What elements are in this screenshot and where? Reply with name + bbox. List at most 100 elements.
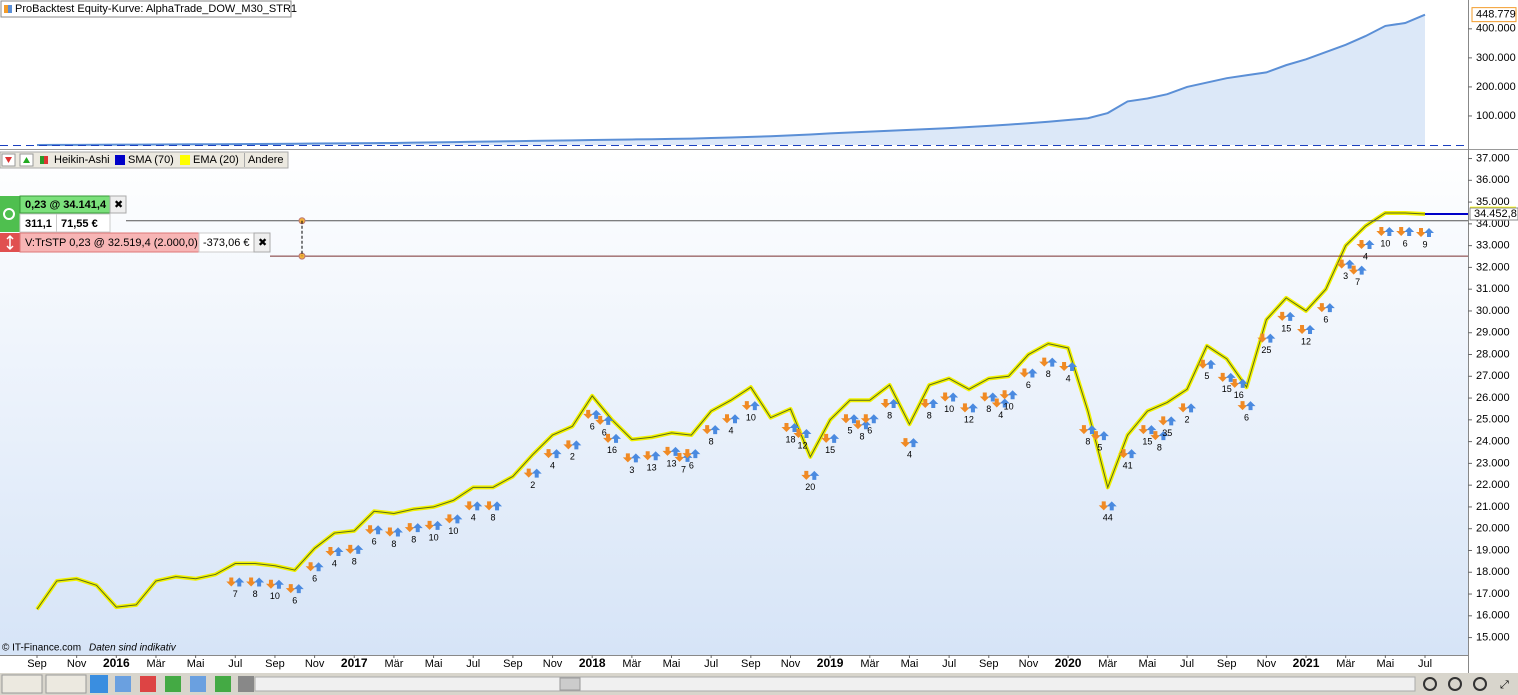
icon bbox=[23, 157, 30, 163]
y-tick-label: 100.000 bbox=[1476, 110, 1516, 122]
zoom-out-button[interactable] bbox=[1448, 677, 1462, 691]
expand-icon[interactable]: ⤢ bbox=[1500, 679, 1509, 691]
entry-arrow bbox=[571, 440, 582, 450]
trade-label: 6 bbox=[1026, 380, 1031, 390]
tool-button[interactable] bbox=[238, 676, 254, 692]
entry-arrow bbox=[730, 414, 740, 424]
tool-button[interactable] bbox=[140, 676, 156, 692]
exit-arrow bbox=[384, 527, 395, 537]
exit-arrow bbox=[622, 453, 633, 463]
entry-arrow bbox=[531, 468, 542, 478]
exit-arrow bbox=[674, 452, 685, 462]
trade-label: 4 bbox=[471, 513, 476, 523]
x-tick-label: Jul bbox=[942, 658, 956, 670]
exit-arrow bbox=[583, 409, 594, 419]
exit-arrow bbox=[642, 451, 653, 461]
tool-button[interactable] bbox=[215, 676, 231, 692]
position-box: 0,23 @ 34.141,4 ✖ 311,1 71,55 € V:TrSTP … bbox=[0, 195, 271, 253]
exit-arrow bbox=[722, 414, 732, 424]
zoom-button[interactable] bbox=[1423, 677, 1437, 691]
trade-label: 6 bbox=[1244, 413, 1249, 423]
x-tick-label: Jul bbox=[704, 658, 718, 670]
x-tick-label: Sep bbox=[741, 658, 761, 670]
trade-label: 7 bbox=[1355, 277, 1360, 287]
exit-arrow bbox=[1416, 227, 1426, 237]
close-button[interactable] bbox=[253, 232, 271, 253]
trade-label: 5 bbox=[1097, 442, 1102, 452]
entry-arrow bbox=[1146, 425, 1157, 435]
trade-label: 6 bbox=[590, 421, 595, 431]
legend-swatch bbox=[44, 156, 48, 164]
y-tick-label: 33.000 bbox=[1476, 240, 1510, 252]
entry-arrow bbox=[829, 433, 840, 443]
position-icon[interactable] bbox=[0, 196, 20, 232]
trade-label: 8 bbox=[709, 436, 714, 446]
chart-title: ProBacktest Equity-Kurve: AlphaTrade_DOW… bbox=[15, 3, 297, 15]
x-tick-label: Mai bbox=[187, 658, 205, 670]
share-button[interactable] bbox=[90, 675, 108, 693]
toolbar: ⤢ bbox=[0, 673, 1518, 695]
trade-label: 2 bbox=[570, 452, 575, 462]
x-tick-label: Nov bbox=[781, 658, 801, 670]
exit-arrow bbox=[1257, 333, 1268, 343]
exit-arrow bbox=[852, 420, 863, 430]
x-tick-label: Sep bbox=[1217, 658, 1237, 670]
close-button[interactable] bbox=[109, 195, 127, 214]
legend-bar: Heikin-Ashi SMA (70) EMA (20) Andere bbox=[0, 151, 289, 169]
trade-label: 6 bbox=[372, 537, 377, 547]
entry-arrow bbox=[313, 562, 324, 572]
other-button[interactable]: Andere bbox=[248, 154, 283, 166]
entry-arrow bbox=[373, 525, 384, 535]
x-tick-label: Jul bbox=[228, 658, 242, 670]
exit-arrow bbox=[1138, 425, 1149, 435]
x-tick-label: Mai bbox=[1139, 658, 1157, 670]
entry-arrow bbox=[1237, 378, 1248, 388]
scrollbar[interactable] bbox=[254, 676, 1416, 692]
trade-label: 10 bbox=[746, 413, 756, 423]
legend-label[interactable]: EMA (20) bbox=[193, 154, 239, 166]
exit-arrow bbox=[523, 468, 534, 478]
zoom-in-button[interactable] bbox=[1473, 677, 1487, 691]
title-box bbox=[0, 0, 292, 18]
tool-button[interactable] bbox=[165, 676, 181, 692]
x-tick-label: Mai bbox=[425, 658, 443, 670]
legend-label[interactable]: SMA (70) bbox=[128, 154, 174, 166]
trade-label: 44 bbox=[1103, 513, 1113, 523]
exit-arrow bbox=[1178, 403, 1189, 413]
trade-label: 6 bbox=[1403, 238, 1408, 248]
x-tick-label: Sep bbox=[503, 658, 523, 670]
trade-label: 8 bbox=[391, 539, 396, 549]
entry-arrow bbox=[1086, 425, 1097, 435]
exit-arrow bbox=[1348, 265, 1359, 275]
x-tick-label: 2016 bbox=[103, 656, 130, 670]
scroll-thumb[interactable] bbox=[559, 677, 581, 691]
exit-arrow bbox=[821, 433, 832, 443]
tool-button[interactable] bbox=[190, 676, 206, 692]
exit-arrow bbox=[999, 390, 1010, 400]
x-tick-label: Jul bbox=[1180, 658, 1194, 670]
legend-label[interactable]: Heikin-Ashi bbox=[54, 154, 110, 166]
last-value-box bbox=[1471, 7, 1517, 23]
entry-arrow bbox=[809, 470, 820, 480]
y-tick-label: 26.000 bbox=[1476, 392, 1510, 404]
trade-label: 8 bbox=[253, 589, 258, 599]
exit-arrow bbox=[1297, 324, 1308, 334]
trade-label: 4 bbox=[907, 450, 912, 460]
tool-button[interactable] bbox=[115, 676, 131, 692]
trade-label: 5 bbox=[847, 426, 852, 436]
x-tick-label: Mär bbox=[1098, 658, 1117, 670]
trade-label: 3 bbox=[629, 465, 634, 475]
y-tick-label: 200.000 bbox=[1476, 81, 1516, 93]
chart-type[interactable] bbox=[45, 674, 87, 694]
draw-tool[interactable] bbox=[1, 674, 43, 694]
title-icon bbox=[4, 5, 8, 13]
trade-label: 10 bbox=[429, 532, 439, 542]
trade-label: 5 bbox=[1204, 371, 1209, 381]
entry-arrow bbox=[1265, 333, 1276, 343]
entry-arrow bbox=[293, 584, 304, 594]
trade-label: 6 bbox=[602, 427, 607, 437]
price-panel bbox=[0, 152, 1468, 655]
exit-arrow bbox=[1336, 259, 1347, 269]
entry-arrow bbox=[452, 514, 463, 524]
y-tick-label: 400.000 bbox=[1476, 23, 1516, 35]
